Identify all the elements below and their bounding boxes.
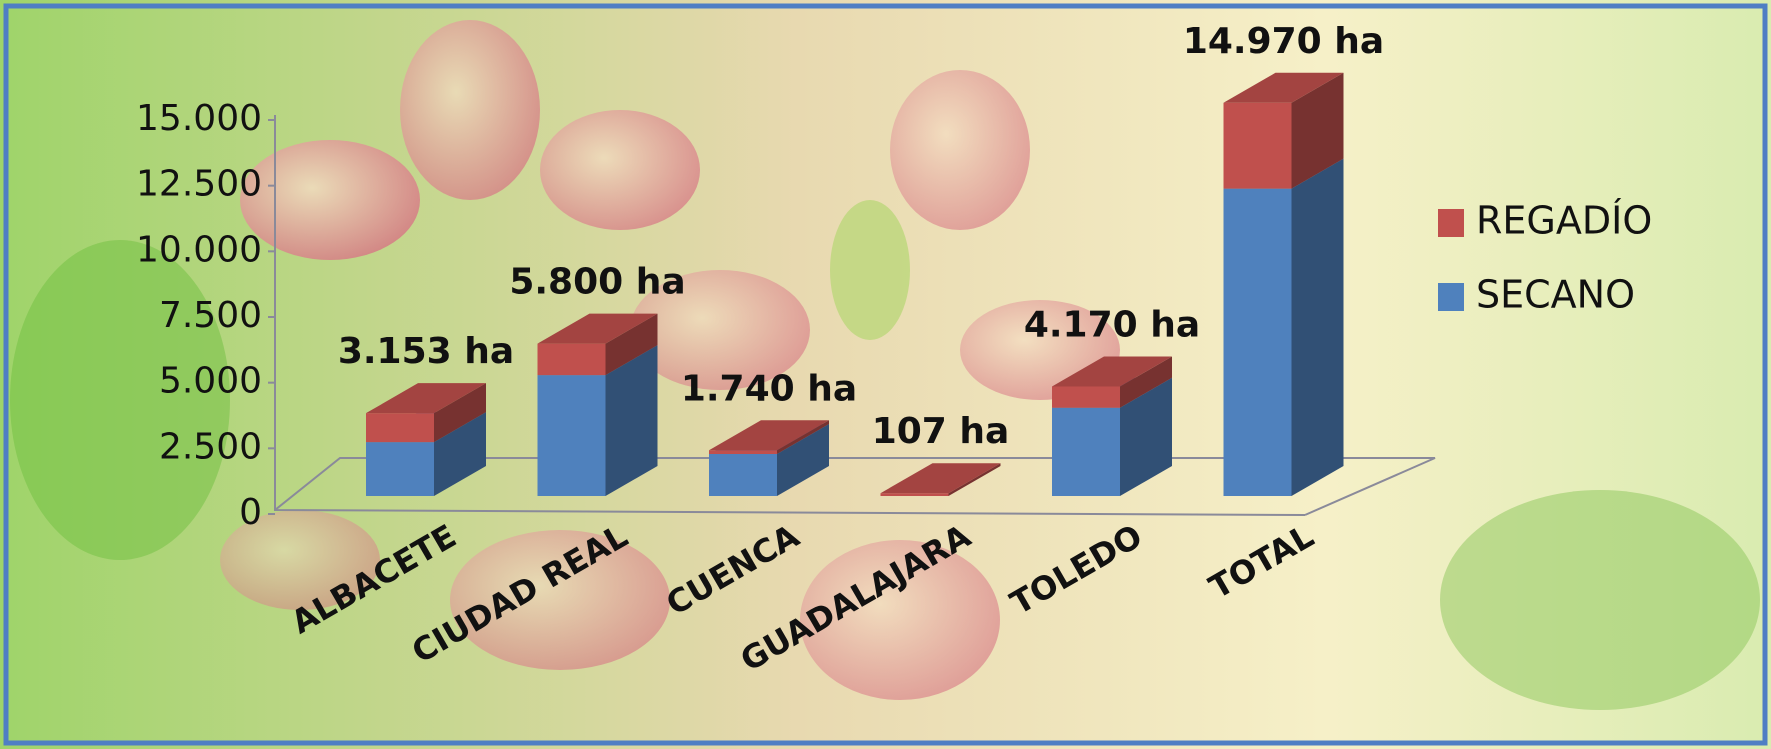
legend-label: SECANO <box>1476 273 1635 317</box>
y-tick-label: 0 <box>239 492 262 533</box>
total-label: 3.153 ha <box>338 331 514 372</box>
legend-swatch <box>1438 283 1464 311</box>
bar-front <box>538 344 606 376</box>
y-tick-label: 5.000 <box>159 361 262 402</box>
y-tick-label: 2.500 <box>159 426 262 467</box>
bar-front <box>1224 189 1292 496</box>
total-label: 5.800 ha <box>509 262 685 303</box>
bar-front <box>538 375 606 496</box>
y-tick-label: 10.000 <box>136 229 262 270</box>
chart: 0 2.500 5.000 7.500 10.000 12.500 15.000 3.153 … <box>0 0 1771 749</box>
bar-front <box>1224 103 1292 189</box>
bar-side <box>1292 159 1344 496</box>
bar <box>1224 159 1344 496</box>
bar-front <box>366 442 434 496</box>
bar-front <box>1052 408 1120 496</box>
total-label: 4.170 ha <box>1024 304 1200 345</box>
bar-front <box>709 450 777 454</box>
total-label: 14.970 ha <box>1183 21 1384 62</box>
bar-front <box>881 493 949 496</box>
y-tick-label: 7.500 <box>159 295 262 336</box>
legend-label: REGADÍO <box>1476 199 1652 243</box>
total-label: 1.740 ha <box>681 368 857 409</box>
bar-front <box>366 413 434 442</box>
legend-swatch <box>1438 209 1464 237</box>
background <box>0 0 1771 749</box>
page: 0 2.500 5.000 7.500 10.000 12.500 15.000 3.153 … <box>0 0 1771 749</box>
y-tick-label: 12.500 <box>136 164 262 205</box>
bar-front <box>709 454 777 496</box>
y-tick-label: 15.000 <box>136 98 262 139</box>
total-label: 107 ha <box>872 411 1010 452</box>
bar-front <box>1052 386 1120 407</box>
